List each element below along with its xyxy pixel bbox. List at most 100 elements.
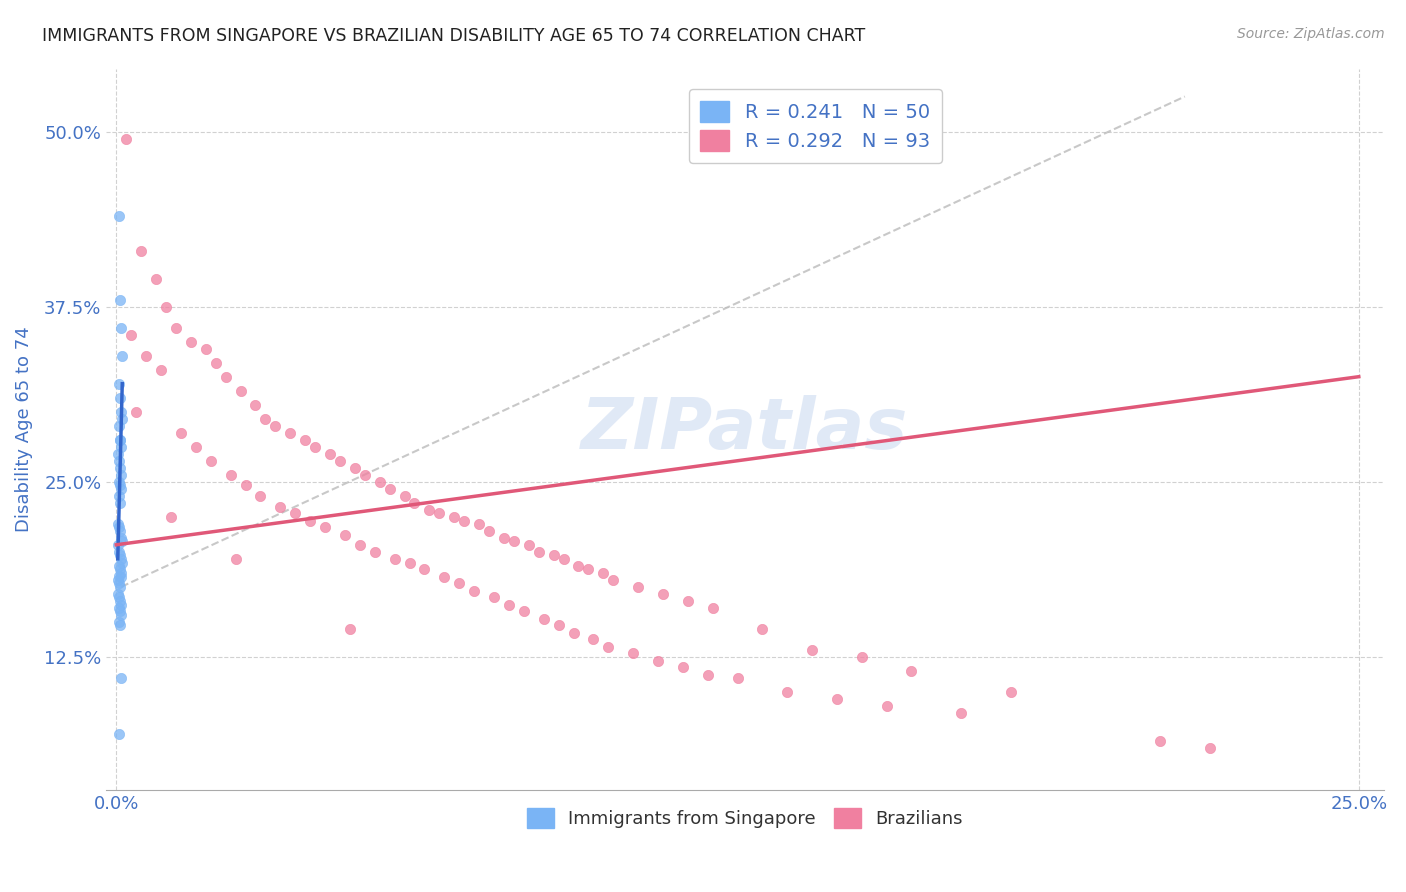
Point	[876, 698, 898, 713]
Point	[353, 467, 375, 482]
Point	[110, 607, 132, 622]
Point	[449, 575, 471, 590]
Point	[627, 580, 650, 594]
Point	[110, 671, 132, 685]
Point	[107, 475, 129, 489]
Point	[108, 568, 131, 582]
Point	[170, 425, 193, 440]
Point	[150, 362, 173, 376]
Point	[111, 411, 134, 425]
Point	[110, 320, 132, 334]
Point	[527, 545, 550, 559]
Point	[110, 293, 132, 307]
Point	[343, 460, 366, 475]
Point	[107, 516, 129, 531]
Point	[108, 391, 131, 405]
Point	[107, 519, 129, 533]
Point	[165, 320, 187, 334]
Point	[110, 566, 132, 580]
Point	[727, 671, 749, 685]
Point	[533, 612, 555, 626]
Point	[108, 617, 131, 632]
Point	[110, 548, 132, 562]
Point	[125, 405, 148, 419]
Point	[578, 561, 600, 575]
Point	[110, 598, 132, 612]
Point	[502, 533, 524, 548]
Point	[219, 467, 242, 482]
Point	[364, 545, 387, 559]
Point	[592, 566, 614, 580]
Text: IMMIGRANTS FROM SINGAPORE VS BRAZILIAN DISABILITY AGE 65 TO 74 CORRELATION CHART: IMMIGRANTS FROM SINGAPORE VS BRAZILIAN D…	[42, 27, 866, 45]
Point	[108, 418, 131, 433]
Point	[107, 376, 129, 391]
Point	[269, 500, 291, 514]
Point	[249, 489, 271, 503]
Point	[602, 573, 624, 587]
Point	[702, 600, 724, 615]
Point	[333, 528, 356, 542]
Point	[108, 454, 131, 468]
Point	[111, 556, 134, 570]
Point	[155, 300, 177, 314]
Point	[108, 477, 131, 491]
Point	[214, 369, 236, 384]
Point	[398, 556, 420, 570]
Point	[180, 334, 202, 349]
Point	[194, 342, 217, 356]
Point	[368, 475, 391, 489]
Point	[110, 467, 132, 482]
Point	[443, 509, 465, 524]
Y-axis label: Disability Age 65 to 74: Disability Age 65 to 74	[15, 326, 32, 533]
Legend: Immigrants from Singapore, Brazilians: Immigrants from Singapore, Brazilians	[520, 801, 970, 835]
Point	[107, 209, 129, 223]
Point	[245, 398, 267, 412]
Point	[110, 496, 132, 510]
Point	[200, 454, 222, 468]
Point	[204, 356, 226, 370]
Point	[145, 271, 167, 285]
Point	[1198, 740, 1220, 755]
Point	[950, 706, 973, 720]
Point	[329, 454, 352, 468]
Point	[349, 538, 371, 552]
Point	[567, 558, 589, 573]
Point	[107, 538, 129, 552]
Point	[108, 594, 131, 608]
Point	[1000, 685, 1022, 699]
Point	[900, 664, 922, 678]
Point	[294, 433, 316, 447]
Point	[160, 509, 183, 524]
Point	[676, 594, 699, 608]
Point	[110, 405, 132, 419]
Point	[284, 506, 307, 520]
Point	[582, 632, 605, 646]
Point	[851, 649, 873, 664]
Point	[621, 646, 644, 660]
Point	[413, 561, 436, 575]
Point	[304, 440, 326, 454]
Point	[453, 514, 475, 528]
Point	[394, 489, 416, 503]
Point	[110, 604, 132, 618]
Point	[107, 558, 129, 573]
Point	[111, 533, 134, 548]
Point	[652, 587, 675, 601]
Point	[547, 617, 569, 632]
Point	[107, 447, 129, 461]
Point	[115, 131, 138, 145]
Point	[108, 489, 131, 503]
Point	[108, 575, 131, 590]
Point	[598, 640, 620, 654]
Point	[553, 551, 575, 566]
Point	[110, 433, 132, 447]
Point	[404, 496, 426, 510]
Point	[647, 654, 669, 668]
Point	[110, 433, 132, 447]
Point	[108, 600, 131, 615]
Point	[384, 551, 406, 566]
Point	[110, 440, 132, 454]
Text: Source: ZipAtlas.com: Source: ZipAtlas.com	[1237, 27, 1385, 41]
Point	[319, 447, 342, 461]
Point	[229, 384, 252, 398]
